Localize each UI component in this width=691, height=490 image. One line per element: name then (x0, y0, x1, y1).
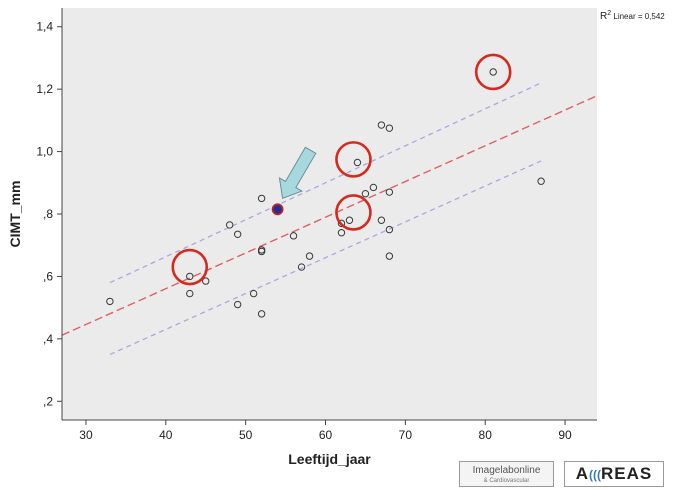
logo1-title: Imagelabonline (472, 465, 541, 476)
arrow-layer (278, 146, 317, 200)
data-point (297, 263, 306, 271)
x-tick-label: 70 (399, 428, 413, 442)
data-point (369, 183, 378, 192)
data-point (257, 246, 266, 254)
y-tick-label: 1,2 (36, 82, 53, 96)
ci-upper-line (109, 82, 542, 284)
highlight-circle (171, 248, 209, 286)
data-points (106, 68, 545, 318)
x-tick-label: 90 (558, 428, 572, 442)
areas-logo: A(((REAS (564, 461, 664, 487)
r2-prefix: R (600, 11, 607, 22)
fit-line (61, 95, 598, 336)
data-point (377, 216, 386, 224)
plot-area (62, 8, 597, 420)
data-point (385, 225, 394, 234)
data-point (337, 229, 346, 237)
y-tick-label: ,2 (43, 394, 53, 408)
data-point (337, 219, 346, 228)
logo1-subtitle: & Cardiovascular (483, 478, 530, 484)
x-axis-label: Leeftijd_jaar (288, 451, 371, 467)
x-tick-label: 30 (79, 428, 93, 442)
highlight-circle (335, 194, 372, 231)
data-point (385, 252, 394, 260)
highlight-circles (171, 53, 512, 286)
ci-lower-line (109, 160, 542, 356)
fit-line-layer (61, 95, 598, 336)
data-point (106, 297, 114, 306)
highlight-circle (474, 53, 512, 91)
imagelabonline-logo: Imagelabonline & Cardiovascular (459, 461, 554, 487)
data-point (186, 272, 194, 281)
data-point (377, 121, 386, 129)
data-point (257, 194, 266, 203)
logo2-prefix: A (575, 464, 590, 483)
data-point (345, 216, 354, 224)
data-point (385, 188, 394, 196)
x-tick-label: 40 (159, 428, 173, 442)
highlighted-data-point (271, 203, 284, 216)
data-point (249, 289, 258, 298)
logo2-suffix: REAS (601, 464, 653, 483)
arrow-icon (278, 146, 317, 200)
y-tick-label: ,6 (43, 269, 53, 283)
data-point (233, 300, 242, 309)
y-tick-label: 1,0 (36, 145, 53, 159)
confidence-band (109, 82, 542, 356)
highlight-circle (335, 141, 372, 178)
y-tick-label: ,4 (43, 332, 53, 346)
data-point (361, 190, 370, 198)
y-tick-label: 1,4 (36, 20, 53, 34)
data-point (305, 252, 314, 260)
x-tick-label: 50 (239, 428, 253, 442)
data-point (385, 124, 394, 132)
data-point (233, 230, 242, 238)
data-point (537, 177, 545, 185)
r-squared-annotation: R2 Linear = 0,542 (600, 10, 665, 22)
axes: ,2 ,4 ,6 ,8 1,0 1,2 1,4 30 40 50 60 70 80 90 (36, 8, 597, 442)
y-tick-label: ,8 (43, 207, 53, 221)
y-axis-label: CIMT_mm (7, 181, 23, 248)
data-point (489, 68, 497, 76)
data-point (353, 158, 362, 167)
logo2-mark: ((( (589, 468, 602, 482)
x-tick-label: 80 (479, 428, 493, 442)
x-tick-label: 60 (319, 428, 333, 442)
r2-superscript: 2 (607, 10, 611, 17)
data-point (257, 310, 266, 318)
r2-text: Linear = 0,542 (611, 12, 665, 21)
data-point (289, 232, 298, 240)
data-point (186, 289, 194, 298)
data-point (225, 221, 234, 229)
data-point (202, 277, 210, 285)
